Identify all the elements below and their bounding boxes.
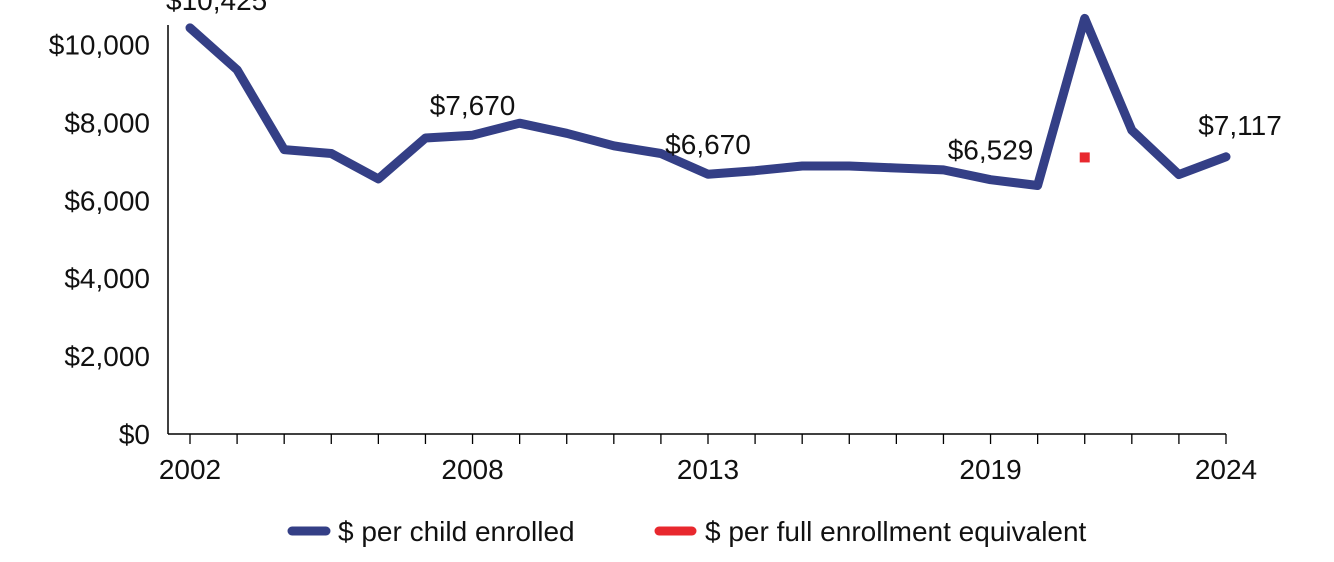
x-tick-label: 2002 <box>159 454 221 485</box>
data-label: $6,529 <box>948 135 1034 166</box>
labels-layer: $10,425 $7,670 $6,670 $6,529 $7,117 <box>166 0 1282 166</box>
legend-label-per-child-enrolled: $ per child enrolled <box>338 516 575 547</box>
y-tick-label: $8,000 <box>64 107 150 138</box>
y-tick-label: $4,000 <box>64 263 150 294</box>
data-label: $6,670 <box>665 129 751 160</box>
y-tick-label: $10,000 <box>49 29 150 60</box>
series-marker-full-enrollment-equivalent <box>1079 152 1090 163</box>
y-tick-label: $0 <box>119 419 150 450</box>
x-tick-label: 2024 <box>1195 454 1257 485</box>
x-tick-label: 2008 <box>441 454 503 485</box>
y-tick-label: $6,000 <box>64 185 150 216</box>
x-tick-label: 2019 <box>959 454 1021 485</box>
data-label: $7,670 <box>430 90 516 121</box>
series-line-per-child-enrolled <box>185 13 1231 190</box>
y-tick-label: $2,000 <box>64 341 150 372</box>
series-layer <box>185 13 1231 190</box>
data-label: $7,117 <box>1198 110 1282 141</box>
data-label: $10,425 <box>166 0 267 16</box>
x-tick-label: 2013 <box>677 454 739 485</box>
legend: $ per child enrolled $ per full enrollmen… <box>287 516 1087 547</box>
axes-layer: $0 $2,000 $4,000 $6,000 $8,000 $10,000 2002 200… <box>49 25 1257 485</box>
legend-label-full-enrollment-equivalent: $ per full enrollment equivalent <box>705 516 1087 547</box>
